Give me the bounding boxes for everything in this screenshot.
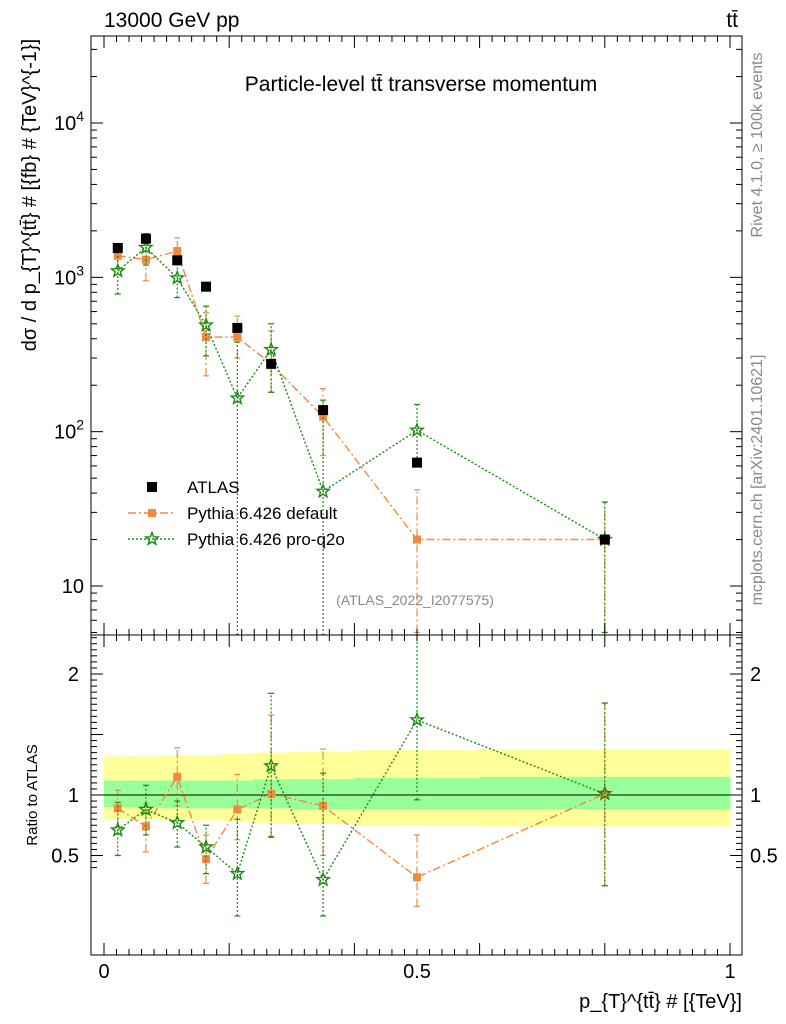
ratio-point-0-0 — [113, 804, 122, 813]
main-point-1-7 — [413, 535, 421, 544]
ratio-y-axis-label: Ratio to ATLAS — [24, 744, 41, 845]
main-panel: 10 102 103 104 Particle-level tt̄ transvers… — [19, 35, 743, 636]
legend-marker-1 — [148, 509, 156, 517]
mcplots-source-label: mcplots.cern.ch [arXiv:2401.10621] — [749, 355, 766, 606]
ratio-y-tick-label-left: 1 — [68, 785, 79, 807]
main-point-1-2 — [173, 247, 182, 256]
ratio-point-0-2 — [173, 772, 182, 781]
ratio-point-0-3 — [202, 855, 211, 864]
header-process-label: tt̄ — [726, 9, 738, 32]
main-point-1-4 — [233, 333, 242, 342]
ratio-point-1-7 — [408, 711, 426, 727]
main-point-0-6 — [318, 405, 329, 416]
ratio-plot-area — [91, 635, 742, 917]
y-tick-label: 104 — [54, 108, 84, 135]
ratio-point-1-8 — [596, 785, 613, 801]
main-point-2-4 — [229, 389, 246, 405]
main-point-0-0 — [112, 242, 123, 253]
ratio-point-0-4 — [233, 805, 242, 814]
main-point-2-3 — [197, 316, 215, 333]
legend-label-1: Pythia 6.426 default — [187, 504, 338, 523]
main-point-0-3 — [201, 281, 212, 292]
main-point-2-7 — [408, 421, 426, 438]
ratio-line-1 — [117, 719, 606, 882]
main-point-0-7 — [412, 457, 422, 468]
main-point-1-3 — [202, 333, 211, 342]
ratio-y-tick-label-left: 0.5 — [51, 846, 79, 868]
ratio-point-1-6 — [315, 871, 332, 887]
ratio-point-0-6 — [319, 801, 328, 810]
legend-marker-2 — [143, 530, 161, 546]
ratio-point-1-5 — [263, 757, 280, 773]
ratio-stat-band-3 — [191, 780, 224, 809]
rivet-version-label: Rivet 4.1.0, ≥ 100k events — [749, 53, 766, 238]
main-point-1-6 — [319, 412, 328, 421]
y-tick-label: 102 — [54, 417, 84, 444]
legend-label-2: Pythia 6.426 pro-q2o — [187, 530, 345, 549]
ratio-point-0-5 — [267, 789, 276, 798]
ratio-point-0-7 — [413, 873, 421, 882]
ratio-point-1-1 — [137, 801, 155, 817]
legend-label-0: ATLAS — [187, 478, 240, 497]
x-tick-label: 0 — [98, 961, 109, 983]
main-point-0-2 — [172, 255, 183, 266]
x-axis-label: p_{T}^{tt̄} # [{TeV}] — [579, 991, 742, 1013]
main-point-2-5 — [263, 341, 280, 357]
x-tick-label: 1 — [724, 961, 735, 983]
ratio-panel: 0.5 0.5 1 1 2 2 0 0.5 1 Ratio to ATLAS — [24, 634, 778, 983]
main-point-0-4 — [232, 322, 243, 333]
ratio-y-tick-label-right: 0.5 — [750, 846, 778, 868]
main-point-0-8 — [599, 534, 610, 545]
ratio-stat-band-2 — [160, 780, 193, 809]
legend: ATLAS Pythia 6.426 default Pythia 6.426 pr… — [128, 478, 345, 549]
main-point-2-1 — [137, 239, 155, 255]
y-axis-label: dσ / d p_{T}^{tt̄} # [{fb} # {TeV}^{-1}] — [19, 39, 41, 351]
main-point-2-6 — [315, 482, 332, 499]
ratio-y-tick-label-right: 1 — [750, 785, 761, 807]
main-point-2-0 — [109, 262, 126, 278]
ratio-axis-ticks: 0.5 0.5 1 1 2 2 0 0.5 1 — [51, 635, 778, 983]
main-point-0-5 — [266, 358, 277, 369]
ratio-y-tick-label-right: 2 — [750, 664, 761, 686]
analysis-label: (ATLAS_2022_I2077575) — [336, 592, 494, 608]
ratio-line-0 — [117, 775, 606, 879]
ratio-point-1-2 — [169, 814, 186, 830]
header-energy-label: 13000 GeV pp — [104, 9, 239, 32]
x-tick-label: 0.5 — [403, 961, 431, 983]
main-plot-area — [109, 233, 613, 635]
y-tick-label: 103 — [54, 262, 84, 289]
ratio-point-1-3 — [197, 838, 215, 854]
legend-marker-0 — [147, 482, 157, 492]
y-tick-label: 10 — [62, 576, 84, 598]
ratio-point-1-4 — [229, 865, 246, 881]
main-point-2-2 — [169, 269, 186, 285]
chart-title: Particle-level tt̄ transverse momentum — [245, 73, 597, 96]
main-point-0-1 — [140, 233, 151, 244]
main-axis-ticks: 10 102 103 104 — [54, 36, 742, 635]
ratio-point-1-0 — [109, 821, 126, 837]
main-point-1-0 — [113, 251, 122, 260]
ratio-y-tick-label-left: 2 — [68, 664, 79, 686]
